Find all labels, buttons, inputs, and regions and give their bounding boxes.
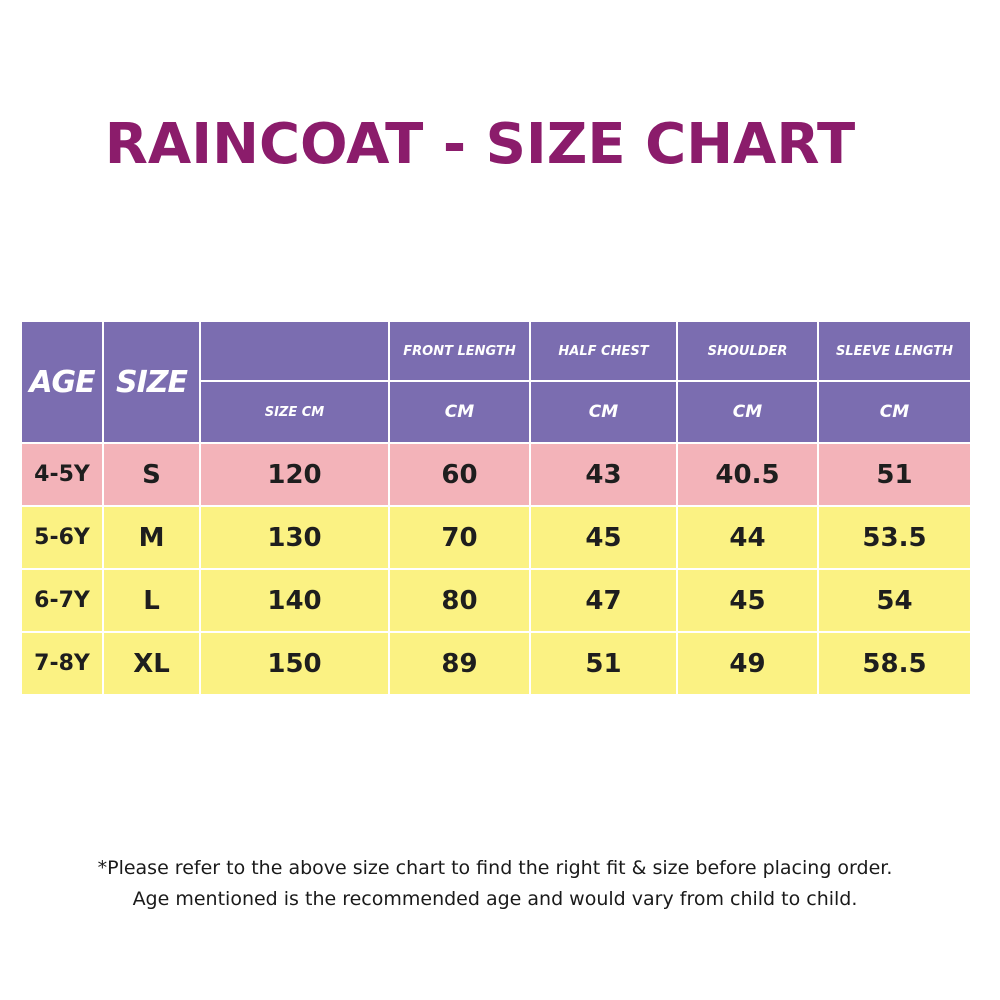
header-front-length: FRONT LENGTH (388, 320, 531, 382)
cell-front-length: 80 (388, 568, 531, 633)
cell-sleeve-length: 51 (817, 442, 972, 507)
cell-front-length: 89 (388, 631, 531, 696)
header-shoulder: SHOULDER (676, 320, 819, 382)
cell-shoulder: 40.5 (676, 442, 819, 507)
page-title: RAINCOAT - SIZE CHART (104, 112, 856, 177)
cell-size-cm: 120 (199, 442, 390, 507)
cell-age: 5-6Y (20, 505, 104, 570)
unit-shoulder: CM (676, 380, 819, 444)
cell-half-chest: 45 (529, 505, 678, 570)
table-unit-row: SIZE CM CM CM CM CM (21, 380, 972, 444)
table-row: 7-8Y XL 150 89 51 49 58.5 (20, 631, 972, 696)
header-size: SIZE (102, 320, 201, 444)
cell-size: M (102, 505, 201, 570)
cell-sleeve-length: 58.5 (817, 631, 972, 696)
cell-age: 4-5Y (20, 442, 104, 507)
header-size-cm: SIZE CM (199, 380, 390, 444)
cell-sleeve-length: 53.5 (817, 505, 972, 570)
cell-size-cm: 130 (199, 505, 390, 570)
header-age: AGE (20, 320, 104, 444)
cell-front-length: 70 (388, 505, 531, 570)
unit-front-length: CM (388, 380, 531, 444)
cell-half-chest: 47 (529, 568, 678, 633)
cell-size: L (102, 568, 201, 633)
cell-sleeve-length: 54 (817, 568, 972, 633)
header-half-chest: HALF CHEST (529, 320, 678, 382)
unit-sleeve-length: CM (817, 380, 972, 444)
footnote-line-1: *Please refer to the above size chart to… (97, 857, 893, 879)
cell-shoulder: 49 (676, 631, 819, 696)
table-row: 4-5Y S 120 60 43 40.5 51 (20, 442, 972, 507)
cell-shoulder: 45 (676, 568, 819, 633)
header-blank-cell (199, 320, 390, 382)
cell-size: S (102, 442, 201, 507)
cell-front-length: 60 (388, 442, 531, 507)
cell-age: 7-8Y (20, 631, 104, 696)
cell-size: XL (102, 631, 201, 696)
cell-size-cm: 140 (199, 568, 390, 633)
table-row: 5-6Y M 130 70 45 44 53.5 (20, 505, 972, 570)
table-row: 6-7Y L 140 80 47 45 54 (20, 568, 972, 633)
cell-half-chest: 43 (529, 442, 678, 507)
unit-half-chest: CM (529, 380, 678, 444)
cell-shoulder: 44 (676, 505, 819, 570)
header-sleeve-length: SLEEVE LENGTH (817, 320, 972, 382)
size-chart-table: AGE SIZE FRONT LENGTH HALF CHEST SHOULDE… (20, 320, 972, 696)
cell-age: 6-7Y (20, 568, 104, 633)
table-header-row: AGE SIZE FRONT LENGTH HALF CHEST SHOULDE… (20, 320, 972, 444)
footnote-line-2: Age mentioned is the recommended age and… (132, 888, 858, 910)
cell-size-cm: 150 (199, 631, 390, 696)
cell-half-chest: 51 (529, 631, 678, 696)
